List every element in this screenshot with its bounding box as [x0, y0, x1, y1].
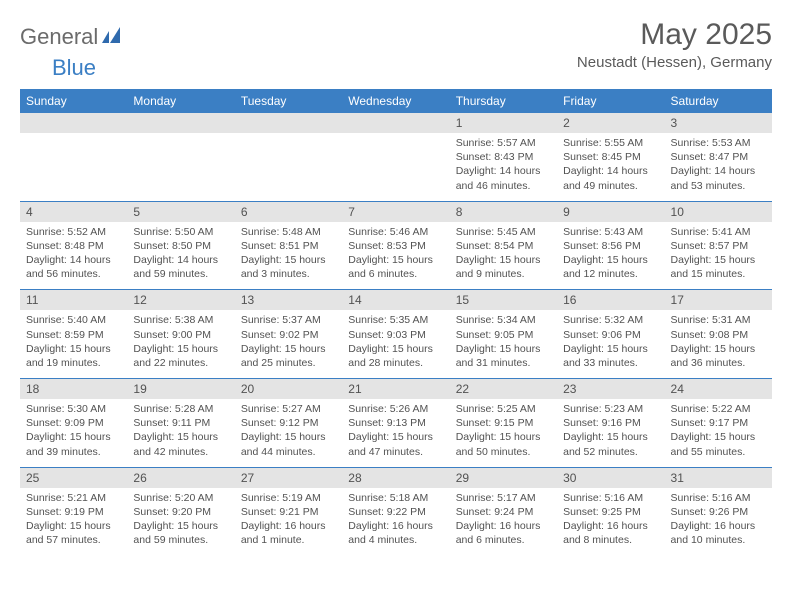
- info-cell: [20, 133, 127, 201]
- date-row: 25262728293031: [20, 467, 772, 488]
- info-cell: Sunrise: 5:27 AMSunset: 9:12 PMDaylight:…: [235, 399, 342, 467]
- info-cell: Sunrise: 5:45 AMSunset: 8:54 PMDaylight:…: [450, 222, 557, 290]
- date-cell: 2: [557, 113, 664, 133]
- date-cell: 17: [665, 290, 772, 311]
- weekday-header-row: Sunday Monday Tuesday Wednesday Thursday…: [20, 89, 772, 113]
- date-cell: 12: [127, 290, 234, 311]
- header: General May 2025 Neustadt (Hessen), Germ…: [20, 18, 772, 71]
- date-cell: 16: [557, 290, 664, 311]
- date-cell: 3: [665, 113, 772, 133]
- date-cell: 9: [557, 201, 664, 222]
- info-cell: Sunrise: 5:19 AMSunset: 9:21 PMDaylight:…: [235, 488, 342, 556]
- logo: General: [20, 18, 124, 50]
- date-cell: 22: [450, 379, 557, 400]
- month-title: May 2025: [577, 18, 772, 52]
- weekday-header: Sunday: [20, 89, 127, 113]
- date-cell: 11: [20, 290, 127, 311]
- date-cell: 5: [127, 201, 234, 222]
- info-cell: [342, 133, 449, 201]
- info-cell: Sunrise: 5:53 AMSunset: 8:47 PMDaylight:…: [665, 133, 772, 201]
- chart-icon: [102, 27, 122, 48]
- date-row: 123: [20, 113, 772, 133]
- info-cell: Sunrise: 5:20 AMSunset: 9:20 PMDaylight:…: [127, 488, 234, 556]
- info-cell: Sunrise: 5:21 AMSunset: 9:19 PMDaylight:…: [20, 488, 127, 556]
- info-cell: Sunrise: 5:28 AMSunset: 9:11 PMDaylight:…: [127, 399, 234, 467]
- logo-blue: Blue: [52, 55, 96, 80]
- date-cell: 19: [127, 379, 234, 400]
- date-cell: 15: [450, 290, 557, 311]
- info-row: Sunrise: 5:40 AMSunset: 8:59 PMDaylight:…: [20, 310, 772, 378]
- info-cell: Sunrise: 5:41 AMSunset: 8:57 PMDaylight:…: [665, 222, 772, 290]
- date-cell: 27: [235, 467, 342, 488]
- weekday-header: Wednesday: [342, 89, 449, 113]
- date-cell: 20: [235, 379, 342, 400]
- date-cell: [20, 113, 127, 133]
- date-cell: 18: [20, 379, 127, 400]
- date-cell: [342, 113, 449, 133]
- info-cell: [127, 133, 234, 201]
- date-cell: 26: [127, 467, 234, 488]
- date-cell: 1: [450, 113, 557, 133]
- date-cell: 6: [235, 201, 342, 222]
- info-cell: Sunrise: 5:40 AMSunset: 8:59 PMDaylight:…: [20, 310, 127, 378]
- info-cell: Sunrise: 5:52 AMSunset: 8:48 PMDaylight:…: [20, 222, 127, 290]
- calendar-table: Sunday Monday Tuesday Wednesday Thursday…: [20, 89, 772, 555]
- info-cell: Sunrise: 5:30 AMSunset: 9:09 PMDaylight:…: [20, 399, 127, 467]
- date-row: 45678910: [20, 201, 772, 222]
- weekday-header: Tuesday: [235, 89, 342, 113]
- date-cell: 23: [557, 379, 664, 400]
- date-cell: 8: [450, 201, 557, 222]
- info-cell: Sunrise: 5:57 AMSunset: 8:43 PMDaylight:…: [450, 133, 557, 201]
- info-cell: Sunrise: 5:23 AMSunset: 9:16 PMDaylight:…: [557, 399, 664, 467]
- date-cell: 21: [342, 379, 449, 400]
- date-cell: 10: [665, 201, 772, 222]
- date-cell: 29: [450, 467, 557, 488]
- info-cell: Sunrise: 5:26 AMSunset: 9:13 PMDaylight:…: [342, 399, 449, 467]
- weekday-header: Thursday: [450, 89, 557, 113]
- info-row: Sunrise: 5:21 AMSunset: 9:19 PMDaylight:…: [20, 488, 772, 556]
- date-cell: 4: [20, 201, 127, 222]
- date-cell: [235, 113, 342, 133]
- date-cell: 14: [342, 290, 449, 311]
- title-block: May 2025 Neustadt (Hessen), Germany: [577, 18, 772, 71]
- info-cell: Sunrise: 5:35 AMSunset: 9:03 PMDaylight:…: [342, 310, 449, 378]
- info-cell: Sunrise: 5:18 AMSunset: 9:22 PMDaylight:…: [342, 488, 449, 556]
- info-cell: Sunrise: 5:25 AMSunset: 9:15 PMDaylight:…: [450, 399, 557, 467]
- date-cell: 25: [20, 467, 127, 488]
- info-cell: Sunrise: 5:32 AMSunset: 9:06 PMDaylight:…: [557, 310, 664, 378]
- date-cell: 24: [665, 379, 772, 400]
- info-cell: Sunrise: 5:34 AMSunset: 9:05 PMDaylight:…: [450, 310, 557, 378]
- info-cell: Sunrise: 5:46 AMSunset: 8:53 PMDaylight:…: [342, 222, 449, 290]
- logo-general: General: [20, 24, 98, 50]
- info-row: Sunrise: 5:57 AMSunset: 8:43 PMDaylight:…: [20, 133, 772, 201]
- info-cell: Sunrise: 5:43 AMSunset: 8:56 PMDaylight:…: [557, 222, 664, 290]
- weekday-header: Monday: [127, 89, 234, 113]
- info-cell: Sunrise: 5:16 AMSunset: 9:26 PMDaylight:…: [665, 488, 772, 556]
- info-cell: Sunrise: 5:48 AMSunset: 8:51 PMDaylight:…: [235, 222, 342, 290]
- date-cell: 28: [342, 467, 449, 488]
- weekday-header: Friday: [557, 89, 664, 113]
- info-cell: Sunrise: 5:17 AMSunset: 9:24 PMDaylight:…: [450, 488, 557, 556]
- weekday-header: Saturday: [665, 89, 772, 113]
- date-cell: 7: [342, 201, 449, 222]
- info-cell: Sunrise: 5:55 AMSunset: 8:45 PMDaylight:…: [557, 133, 664, 201]
- date-cell: 13: [235, 290, 342, 311]
- info-row: Sunrise: 5:30 AMSunset: 9:09 PMDaylight:…: [20, 399, 772, 467]
- info-cell: Sunrise: 5:50 AMSunset: 8:50 PMDaylight:…: [127, 222, 234, 290]
- date-row: 18192021222324: [20, 379, 772, 400]
- date-row: 11121314151617: [20, 290, 772, 311]
- info-cell: Sunrise: 5:22 AMSunset: 9:17 PMDaylight:…: [665, 399, 772, 467]
- date-cell: [127, 113, 234, 133]
- info-cell: Sunrise: 5:38 AMSunset: 9:00 PMDaylight:…: [127, 310, 234, 378]
- info-cell: [235, 133, 342, 201]
- date-cell: 31: [665, 467, 772, 488]
- info-row: Sunrise: 5:52 AMSunset: 8:48 PMDaylight:…: [20, 222, 772, 290]
- info-cell: Sunrise: 5:16 AMSunset: 9:25 PMDaylight:…: [557, 488, 664, 556]
- location: Neustadt (Hessen), Germany: [577, 54, 772, 71]
- date-cell: 30: [557, 467, 664, 488]
- info-cell: Sunrise: 5:31 AMSunset: 9:08 PMDaylight:…: [665, 310, 772, 378]
- info-cell: Sunrise: 5:37 AMSunset: 9:02 PMDaylight:…: [235, 310, 342, 378]
